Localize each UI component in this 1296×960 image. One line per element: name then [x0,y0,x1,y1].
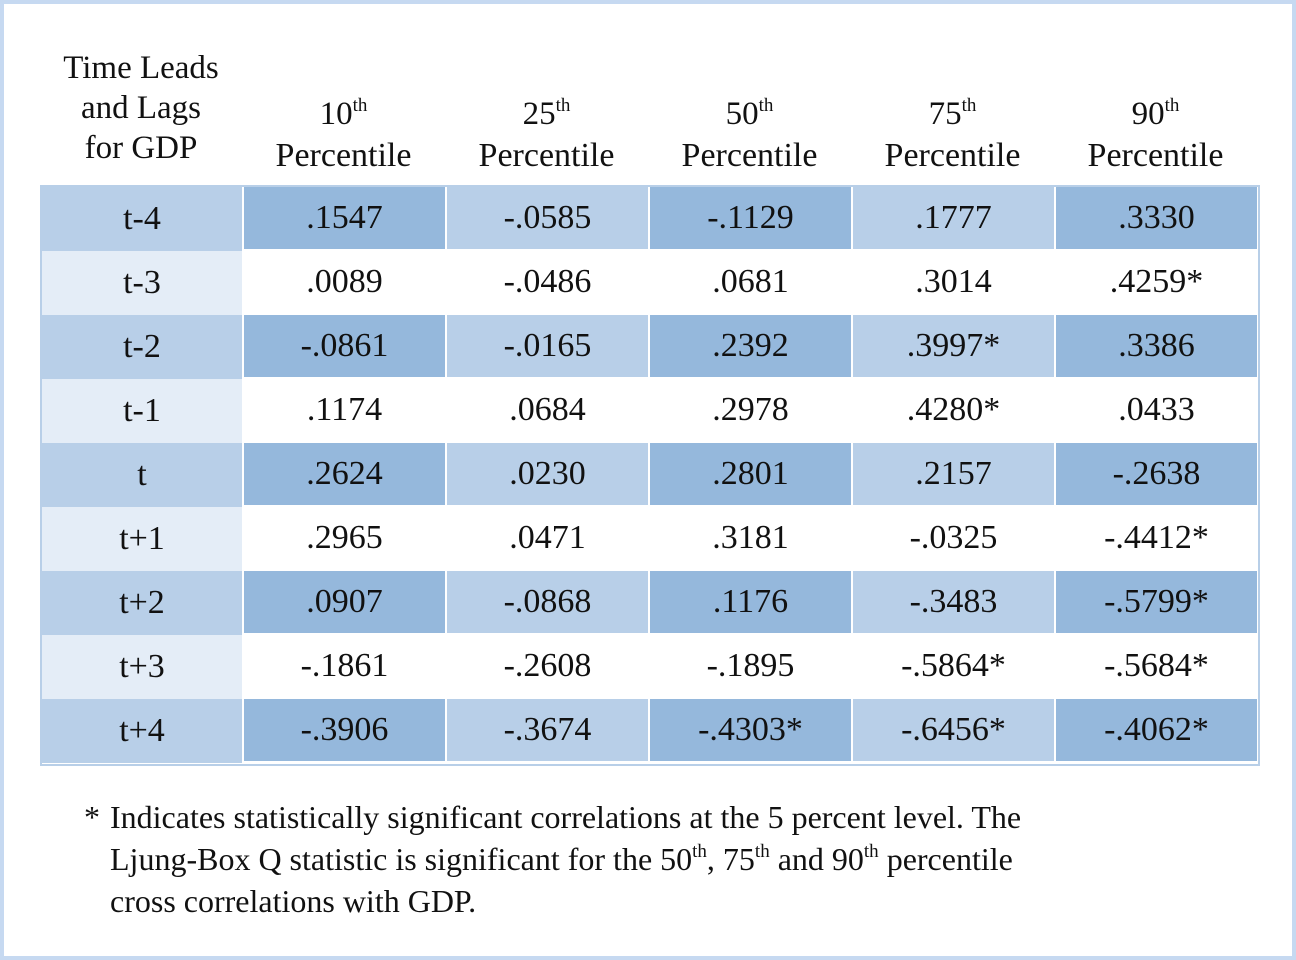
ordinal-suffix: th [555,95,571,116]
ordinal-number: 75 [928,96,962,132]
row-label-cell: t+3 [42,635,242,699]
footnote-text: and 90 [769,841,864,877]
column-header-line: 50th [648,94,851,134]
data-cell: .0433 [1056,379,1257,441]
data-cell: -.1895 [650,635,851,697]
data-cell: .0471 [447,507,648,569]
column-header-label: Percentile [478,137,615,174]
row-header-line: and Lags [80,90,202,126]
data-cell: .4280* [853,379,1054,441]
data-cell: -.6456* [853,699,1054,761]
data-cell: -.0486 [447,251,648,313]
footnote-superscript: th [692,841,707,862]
data-cell: .0089 [244,251,445,313]
data-cell: .0681 [650,251,851,313]
data-cell: .0684 [447,379,648,441]
column-header: 10th Percentile [242,94,445,178]
data-cell: .3014 [853,251,1054,313]
ordinal-suffix: th [961,95,977,116]
data-cell: .1547 [244,187,445,249]
footnote-text: percentile [878,841,1013,877]
footnote-text: cross correlations with GDP. [110,883,477,919]
data-cell: .3386 [1056,315,1257,377]
data-cell: -.2608 [447,635,648,697]
footnote-line: cross correlations with GDP. [110,880,476,922]
row-label-cell: t [42,443,242,507]
column-header-label: Percentile [681,137,818,174]
table-frame [40,185,1260,766]
data-cell: -.5799* [1056,571,1257,633]
column-header: 50th Percentile [648,94,851,178]
footnote-superscript: th [863,841,879,862]
footnote-line: Ljung-Box Q statistic is significant for… [110,838,1013,880]
column-header-line: 25th [445,94,648,134]
data-cell: -.2638 [1056,443,1257,505]
row-label-cell: t-3 [42,251,242,315]
column-header-line: 90th [1054,94,1257,134]
column-header-label: Percentile [884,137,1021,174]
data-cell: -.5684* [1056,635,1257,697]
data-cell: .3181 [650,507,851,569]
row-header-line: Time Leads [63,50,219,86]
ordinal-number: 25 [522,96,556,132]
row-header-line: for GDP [84,130,198,166]
data-cell: -.1861 [244,635,445,697]
data-cell: .0907 [244,571,445,633]
data-cell: -.3674 [447,699,648,761]
row-label-cell: t+2 [42,571,242,635]
data-cell: -.4062* [1056,699,1257,761]
data-cell: -.3906 [244,699,445,761]
data-cell: .2978 [650,379,851,441]
data-cell: .3330 [1056,187,1257,249]
ordinal-suffix: th [758,95,774,116]
data-cell: .1176 [650,571,851,633]
ordinal-number: 50 [725,96,759,132]
row-label-cell: t-1 [42,379,242,443]
data-cell: .4259* [1056,251,1257,313]
column-header-line: 10th [242,94,445,134]
data-cell: -.0325 [853,507,1054,569]
data-cell: .2392 [650,315,851,377]
row-header: Time Leads and Lags for GDP [40,48,242,168]
data-cell: -.0165 [447,315,648,377]
column-header: 75th Percentile [851,94,1054,178]
data-cell: .2801 [650,443,851,505]
ordinal-number: 10 [319,96,353,132]
data-cell: -.0585 [447,187,648,249]
column-header: 90th Percentile [1054,94,1257,178]
ordinal-number: 90 [1131,96,1165,132]
row-label-cell: t+1 [42,507,242,571]
row-label-cell: t-2 [42,315,242,379]
footnote-text: Ljung-Box Q statistic is significant for… [110,841,693,877]
data-cell: .2965 [244,507,445,569]
data-cell: .1777 [853,187,1054,249]
data-cell: -.1129 [650,187,851,249]
data-cell: .0230 [447,443,648,505]
footnote-text: Indicates statistically significant corr… [110,799,1022,835]
data-cell: .1174 [244,379,445,441]
data-cell: .3997* [853,315,1054,377]
column-header-label: Percentile [275,137,412,174]
data-cell: -.0861 [244,315,445,377]
data-cell: -.5864* [853,635,1054,697]
column-header-label: Percentile [1087,137,1224,174]
data-cell: -.4303* [650,699,851,761]
ordinal-suffix: th [1164,95,1180,116]
row-label-cell: t-4 [42,187,242,251]
data-cell: -.0868 [447,571,648,633]
column-header: 25th Percentile [445,94,648,178]
column-header-line: 75th [851,94,1054,134]
footnote-line: Indicates statistically significant corr… [110,796,1021,838]
data-cell: -.4412* [1056,507,1257,569]
data-cell: -.3483 [853,571,1054,633]
data-cell: .2624 [244,443,445,505]
data-cell: .2157 [853,443,1054,505]
row-label-cell: t+4 [42,699,242,763]
footnote-text: , 75 [706,841,755,877]
footnote-marker: * [84,799,100,835]
footnote-superscript: th [754,841,770,862]
ordinal-suffix: th [352,95,368,116]
